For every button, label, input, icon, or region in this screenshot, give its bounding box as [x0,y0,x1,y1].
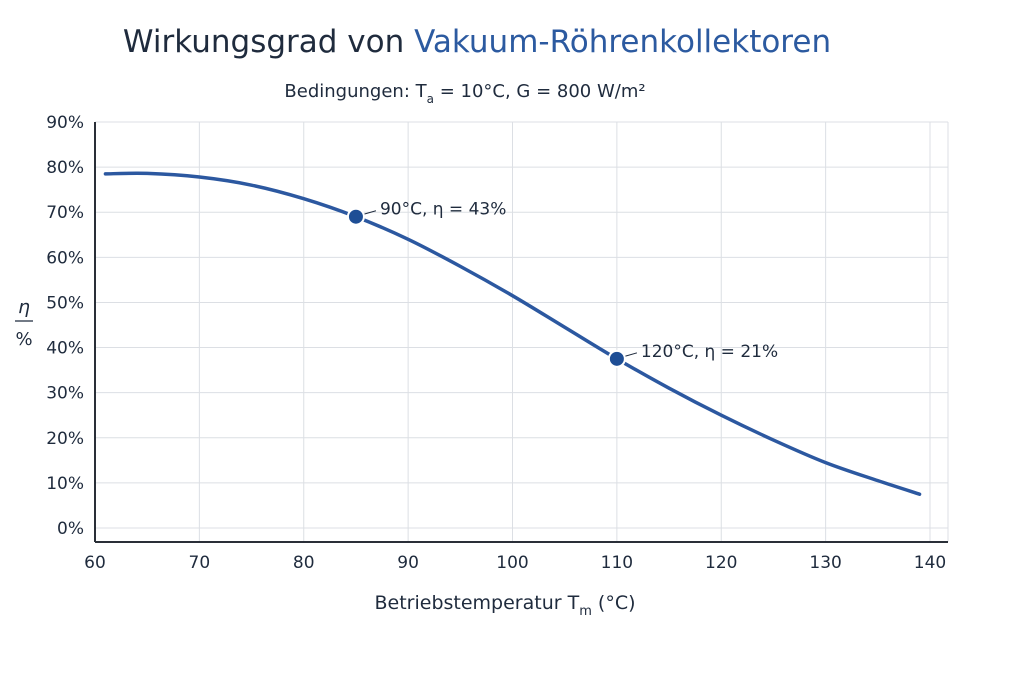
chart-title: Wirkungsgrad von Vakuum-Röhrenkollektore… [123,24,831,60]
x-tick-label: 70 [189,553,211,573]
y-tick-label: 10% [46,474,84,494]
tick-labels: 60 70 80 90 100 110 120 130 140 0% 10% 20% 30% 40% 50%… [46,113,946,573]
y-tick-label: 40% [46,339,84,359]
x-tick-label: 80 [293,553,315,573]
y-axis-label-percent: % [15,329,32,350]
x-tick-label: 120 [705,553,737,573]
annotation-marker [607,349,626,368]
x-tick-label: 100 [496,553,528,573]
x-tick-label: 140 [914,553,946,573]
y-tick-label: 20% [46,429,84,449]
efficiency-curve [103,171,922,496]
subtitle-prefix: Bedingungen: T [284,81,427,102]
x-tick-label: 90 [397,553,419,573]
y-tick-label: 80% [46,158,84,178]
y-tick-label: 30% [46,384,84,404]
chart-title-part2: Vakuum-Röhrenkollektoren [414,24,831,60]
chart-subtitle: Bedingungen: Ta = 10°C, G = 800 W/m² [284,81,645,106]
annotations: 90°C, η = 43% 120°C, η = 21% [346,200,778,368]
annotation-marker [346,207,365,226]
x-axis-label-prefix: Betriebstemperatur T [374,592,579,614]
subtitle-subscript: a [427,92,434,106]
y-tick-label: 60% [46,248,84,268]
x-axis-label-suffix: (°C) [592,592,636,614]
chart-title-part1: Wirkungsgrad von [123,24,414,60]
annotation-label: 90°C, η = 43% [380,200,506,220]
x-axis-label: Betriebstemperatur Tm (°C) [374,592,635,619]
x-tick-label: 60 [84,553,106,573]
y-tick-label: 0% [57,519,84,539]
y-tick-label: 90% [46,113,84,133]
subtitle-suffix: = 10°C, G = 800 W/m² [434,81,646,102]
y-axis-label-eta: η [18,296,30,318]
y-tick-label: 50% [46,293,84,313]
x-axis-label-subscript: m [579,604,592,619]
x-tick-label: 130 [809,553,841,573]
annotation-label: 120°C, η = 21% [641,342,778,362]
x-tick-label: 110 [601,553,633,573]
grid-lines [95,121,949,542]
y-tick-label: 70% [46,203,84,223]
